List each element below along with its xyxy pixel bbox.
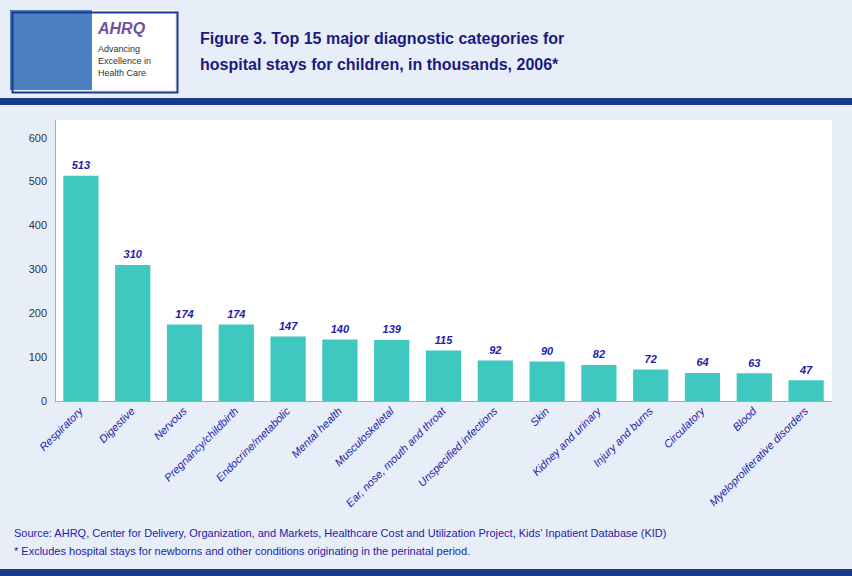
svg-text:Excellence in: Excellence in xyxy=(98,56,151,66)
svg-text:Digestive: Digestive xyxy=(97,405,137,445)
svg-text:400: 400 xyxy=(29,219,47,231)
svg-text:100: 100 xyxy=(29,351,47,363)
svg-text:Endocrine/metabolic: Endocrine/metabolic xyxy=(213,404,292,483)
svg-text:64: 64 xyxy=(696,356,708,368)
svg-text:0: 0 xyxy=(41,395,47,407)
svg-text:Ear, nose, mouth and throat: Ear, nose, mouth and throat xyxy=(343,404,448,509)
svg-text:139: 139 xyxy=(383,323,402,335)
svg-text:310: 310 xyxy=(124,248,143,260)
svg-text:Figure 3. Top 15 major diagnos: Figure 3. Top 15 major diagnostic catego… xyxy=(200,30,564,47)
svg-text:Pregnancy/childbirth: Pregnancy/childbirth xyxy=(161,404,241,484)
svg-text:Circulatory: Circulatory xyxy=(661,404,708,451)
svg-text:Myeloproliferative disorders: Myeloproliferative disorders xyxy=(707,404,811,508)
svg-text:Advancing: Advancing xyxy=(98,44,140,54)
svg-text:147: 147 xyxy=(279,320,298,332)
svg-text:600: 600 xyxy=(29,132,47,144)
svg-text:500: 500 xyxy=(29,175,47,187)
svg-text:Source: AHRQ, Center for Deliv: Source: AHRQ, Center for Delivery, Organ… xyxy=(14,527,666,539)
svg-text:Nervous: Nervous xyxy=(151,404,189,442)
svg-text:Mental health: Mental health xyxy=(289,405,344,460)
svg-text:72: 72 xyxy=(645,353,657,365)
svg-text:Health Care: Health Care xyxy=(98,68,146,78)
svg-text:300: 300 xyxy=(29,263,47,275)
svg-text:Respiratory: Respiratory xyxy=(37,404,86,453)
svg-text:140: 140 xyxy=(331,323,350,335)
svg-text:82: 82 xyxy=(593,348,605,360)
svg-text:Blood: Blood xyxy=(730,404,759,433)
svg-text:* Excludes hospital stays for: * Excludes hospital stays for newborns a… xyxy=(14,545,470,557)
svg-text:Unspecified infections: Unspecified infections xyxy=(415,404,499,488)
svg-text:174: 174 xyxy=(175,308,193,320)
svg-text:Injury and burns: Injury and burns xyxy=(591,404,656,469)
svg-text:63: 63 xyxy=(748,357,760,369)
svg-text:200: 200 xyxy=(29,307,47,319)
svg-text:Kidney and urinary: Kidney and urinary xyxy=(530,404,604,478)
svg-text:hospital stays for children, i: hospital stays for children, in thousand… xyxy=(200,56,559,73)
svg-text:115: 115 xyxy=(435,334,453,346)
svg-text:174: 174 xyxy=(227,308,245,320)
svg-text:513: 513 xyxy=(72,159,90,171)
svg-text:92: 92 xyxy=(489,344,501,356)
svg-text:Skin: Skin xyxy=(528,405,552,429)
svg-text:AHRQ: AHRQ xyxy=(97,20,146,37)
svg-text:47: 47 xyxy=(799,364,813,376)
svg-text:90: 90 xyxy=(541,345,554,357)
svg-text:Musculoskeletal: Musculoskeletal xyxy=(332,404,396,469)
